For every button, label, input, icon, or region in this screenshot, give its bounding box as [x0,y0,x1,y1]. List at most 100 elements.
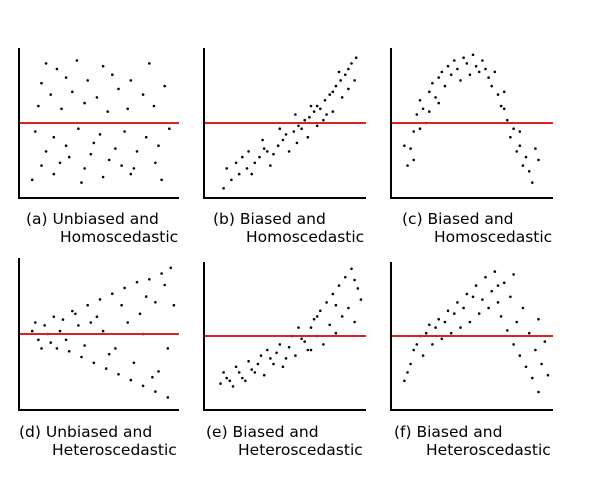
data-point [114,347,117,350]
data-point [160,272,163,275]
data-point [148,278,151,281]
data-point [325,113,328,116]
data-point [261,138,264,142]
data-point [237,172,241,176]
data-point [309,326,313,329]
data-point [266,348,269,352]
data-point [234,365,238,369]
data-point [250,368,253,371]
data-point [493,70,497,74]
data-point [225,376,228,380]
data-point [354,56,358,59]
data-point [58,161,62,165]
data-point [37,338,40,342]
data-point [231,385,235,388]
data-point [294,113,297,116]
data-point [40,347,43,350]
data-point [300,127,303,130]
data-point [247,359,250,363]
data-point [462,56,465,59]
data-point [543,340,547,343]
data-point [499,315,503,318]
data-point [77,324,80,327]
data-point [512,127,515,130]
data-point [30,178,34,182]
data-point [40,164,43,167]
data-point [67,350,71,353]
data-point [294,354,297,357]
data-point [406,164,409,167]
data-point [262,373,266,377]
data-point [481,298,484,301]
data-point [334,84,338,88]
data-point [502,281,506,285]
data-point [499,104,503,108]
data-point [412,348,416,352]
data-point [537,158,540,162]
data-point [256,362,260,366]
data-point [272,152,275,156]
data-point [309,348,313,352]
data-point [71,309,74,313]
data-point [465,62,469,65]
data-point [151,375,154,379]
data-point [353,320,356,324]
data-point [241,376,244,380]
data-point [272,362,275,366]
data-point [468,320,472,324]
data-point [120,303,123,307]
data-point [80,355,83,359]
data-point [123,130,126,133]
data-point [101,64,105,68]
data-point [219,382,222,385]
data-point [515,320,518,324]
data-point [453,312,456,315]
data-point [262,147,266,150]
data-point [101,329,105,333]
data-point [496,301,500,304]
data-point [344,275,347,279]
data-point [521,164,525,167]
data-point [148,62,151,65]
data-point [168,127,171,130]
data-point [518,354,522,357]
data-point [315,124,319,128]
data-point [502,107,506,111]
data-point [409,147,412,150]
data-point [287,150,291,153]
data-point [37,104,40,108]
data-point [356,287,360,290]
data-point [428,323,431,327]
data-point [278,343,282,346]
data-point [234,161,238,165]
data-point [92,361,96,365]
data-point [515,150,518,153]
data-point [421,354,425,357]
data-point [312,110,316,113]
data-point [117,373,120,376]
data-point [509,295,512,299]
data-point [61,318,65,321]
data-point [228,379,232,383]
data-point [487,76,490,79]
data-point [459,79,462,82]
data-point [403,379,406,383]
data-point [71,90,74,94]
data-point [52,315,56,319]
data-point [350,62,353,65]
data-point [428,110,431,113]
data-point [138,312,142,316]
data-point [540,362,543,366]
data-point [172,303,176,307]
data-point [101,175,105,179]
data-point [484,275,487,279]
data-point [319,309,322,313]
data-point [518,144,522,147]
data-point [350,267,353,271]
data-point [80,181,83,184]
data-point [456,301,459,304]
